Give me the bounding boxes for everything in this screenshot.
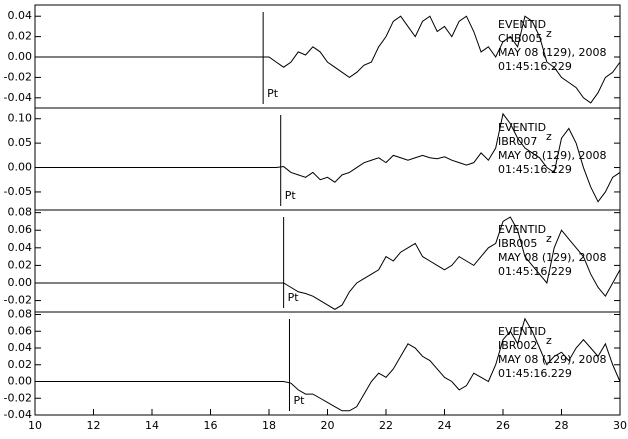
pick-label: Pt — [267, 87, 279, 100]
waveform — [35, 216, 621, 310]
event-info: MAY 08 (129), 2008 — [498, 149, 606, 162]
y-tick-label: -0.05 — [4, 185, 32, 198]
event-info: EVENTID — [498, 325, 546, 338]
y-tick-label: 0.04 — [8, 341, 33, 354]
pick-label: Pt — [288, 291, 300, 304]
y-tick-label: 0.02 — [8, 30, 33, 43]
y-tick-label: 0.00 — [8, 161, 33, 174]
x-tick-label: 26 — [496, 419, 510, 432]
event-info: IBR007 — [498, 135, 537, 148]
component-label: z — [546, 334, 552, 347]
component-label: z — [546, 232, 552, 245]
event-info: MAY 08 (129), 2008 — [498, 46, 606, 59]
x-tick-label: 10 — [28, 419, 42, 432]
waveform — [35, 112, 621, 203]
event-info: 01:45:16.229 — [498, 265, 572, 278]
y-tick-label: 0.04 — [8, 9, 33, 22]
event-info: 01:45:16.229 — [498, 163, 572, 176]
event-info: 01:45:16.229 — [498, 60, 572, 73]
event-info: 01:45:16.229 — [498, 367, 572, 380]
y-tick-label: 0.00 — [8, 276, 33, 289]
waveform — [35, 15, 621, 104]
x-tick-label: 22 — [379, 419, 393, 432]
x-tick-label: 16 — [204, 419, 218, 432]
y-tick-label: 0.08 — [8, 308, 33, 321]
x-tick-label: 12 — [87, 419, 101, 432]
pick-label: Pt — [285, 189, 297, 202]
y-tick-label: 0.00 — [8, 375, 33, 388]
y-tick-label: 0.04 — [8, 241, 33, 254]
component-label: z — [546, 27, 552, 40]
event-info: MAY 08 (129), 2008 — [498, 353, 606, 366]
x-tick-label: 30 — [613, 419, 627, 432]
event-info: EVENTID — [498, 223, 546, 236]
x-tick-label: 18 — [262, 419, 276, 432]
y-tick-label: 0.08 — [8, 206, 33, 219]
y-tick-label: 0.05 — [8, 136, 33, 149]
y-tick-label: -0.02 — [4, 391, 32, 404]
x-tick-label: 24 — [438, 419, 452, 432]
event-info: MAY 08 (129), 2008 — [498, 251, 606, 264]
y-tick-label: -0.04 — [4, 408, 32, 421]
event-info: IBR005 — [498, 237, 537, 250]
pick-label: Pt — [293, 394, 305, 407]
x-tick-label: 14 — [145, 419, 159, 432]
x-tick-label: 28 — [555, 419, 569, 432]
y-tick-label: 0.02 — [8, 358, 33, 371]
x-tick-label: 20 — [321, 419, 335, 432]
event-info: IBR002 — [498, 339, 537, 352]
y-tick-label: -0.02 — [4, 70, 32, 83]
event-info: EVENTID — [498, 121, 546, 134]
y-tick-label: 0.06 — [8, 223, 33, 236]
y-tick-label: 0.02 — [8, 258, 33, 271]
y-tick-label: 0.06 — [8, 324, 33, 337]
component-label: z — [546, 130, 552, 143]
y-tick-label: 0.10 — [8, 112, 33, 125]
event-info: EVENTID — [498, 18, 546, 31]
event-info: CHB005 — [498, 32, 543, 45]
waveform — [35, 317, 621, 412]
y-tick-label: -0.02 — [4, 294, 32, 307]
y-tick-label: -0.04 — [4, 91, 32, 104]
y-tick-label: 0.00 — [8, 50, 33, 63]
